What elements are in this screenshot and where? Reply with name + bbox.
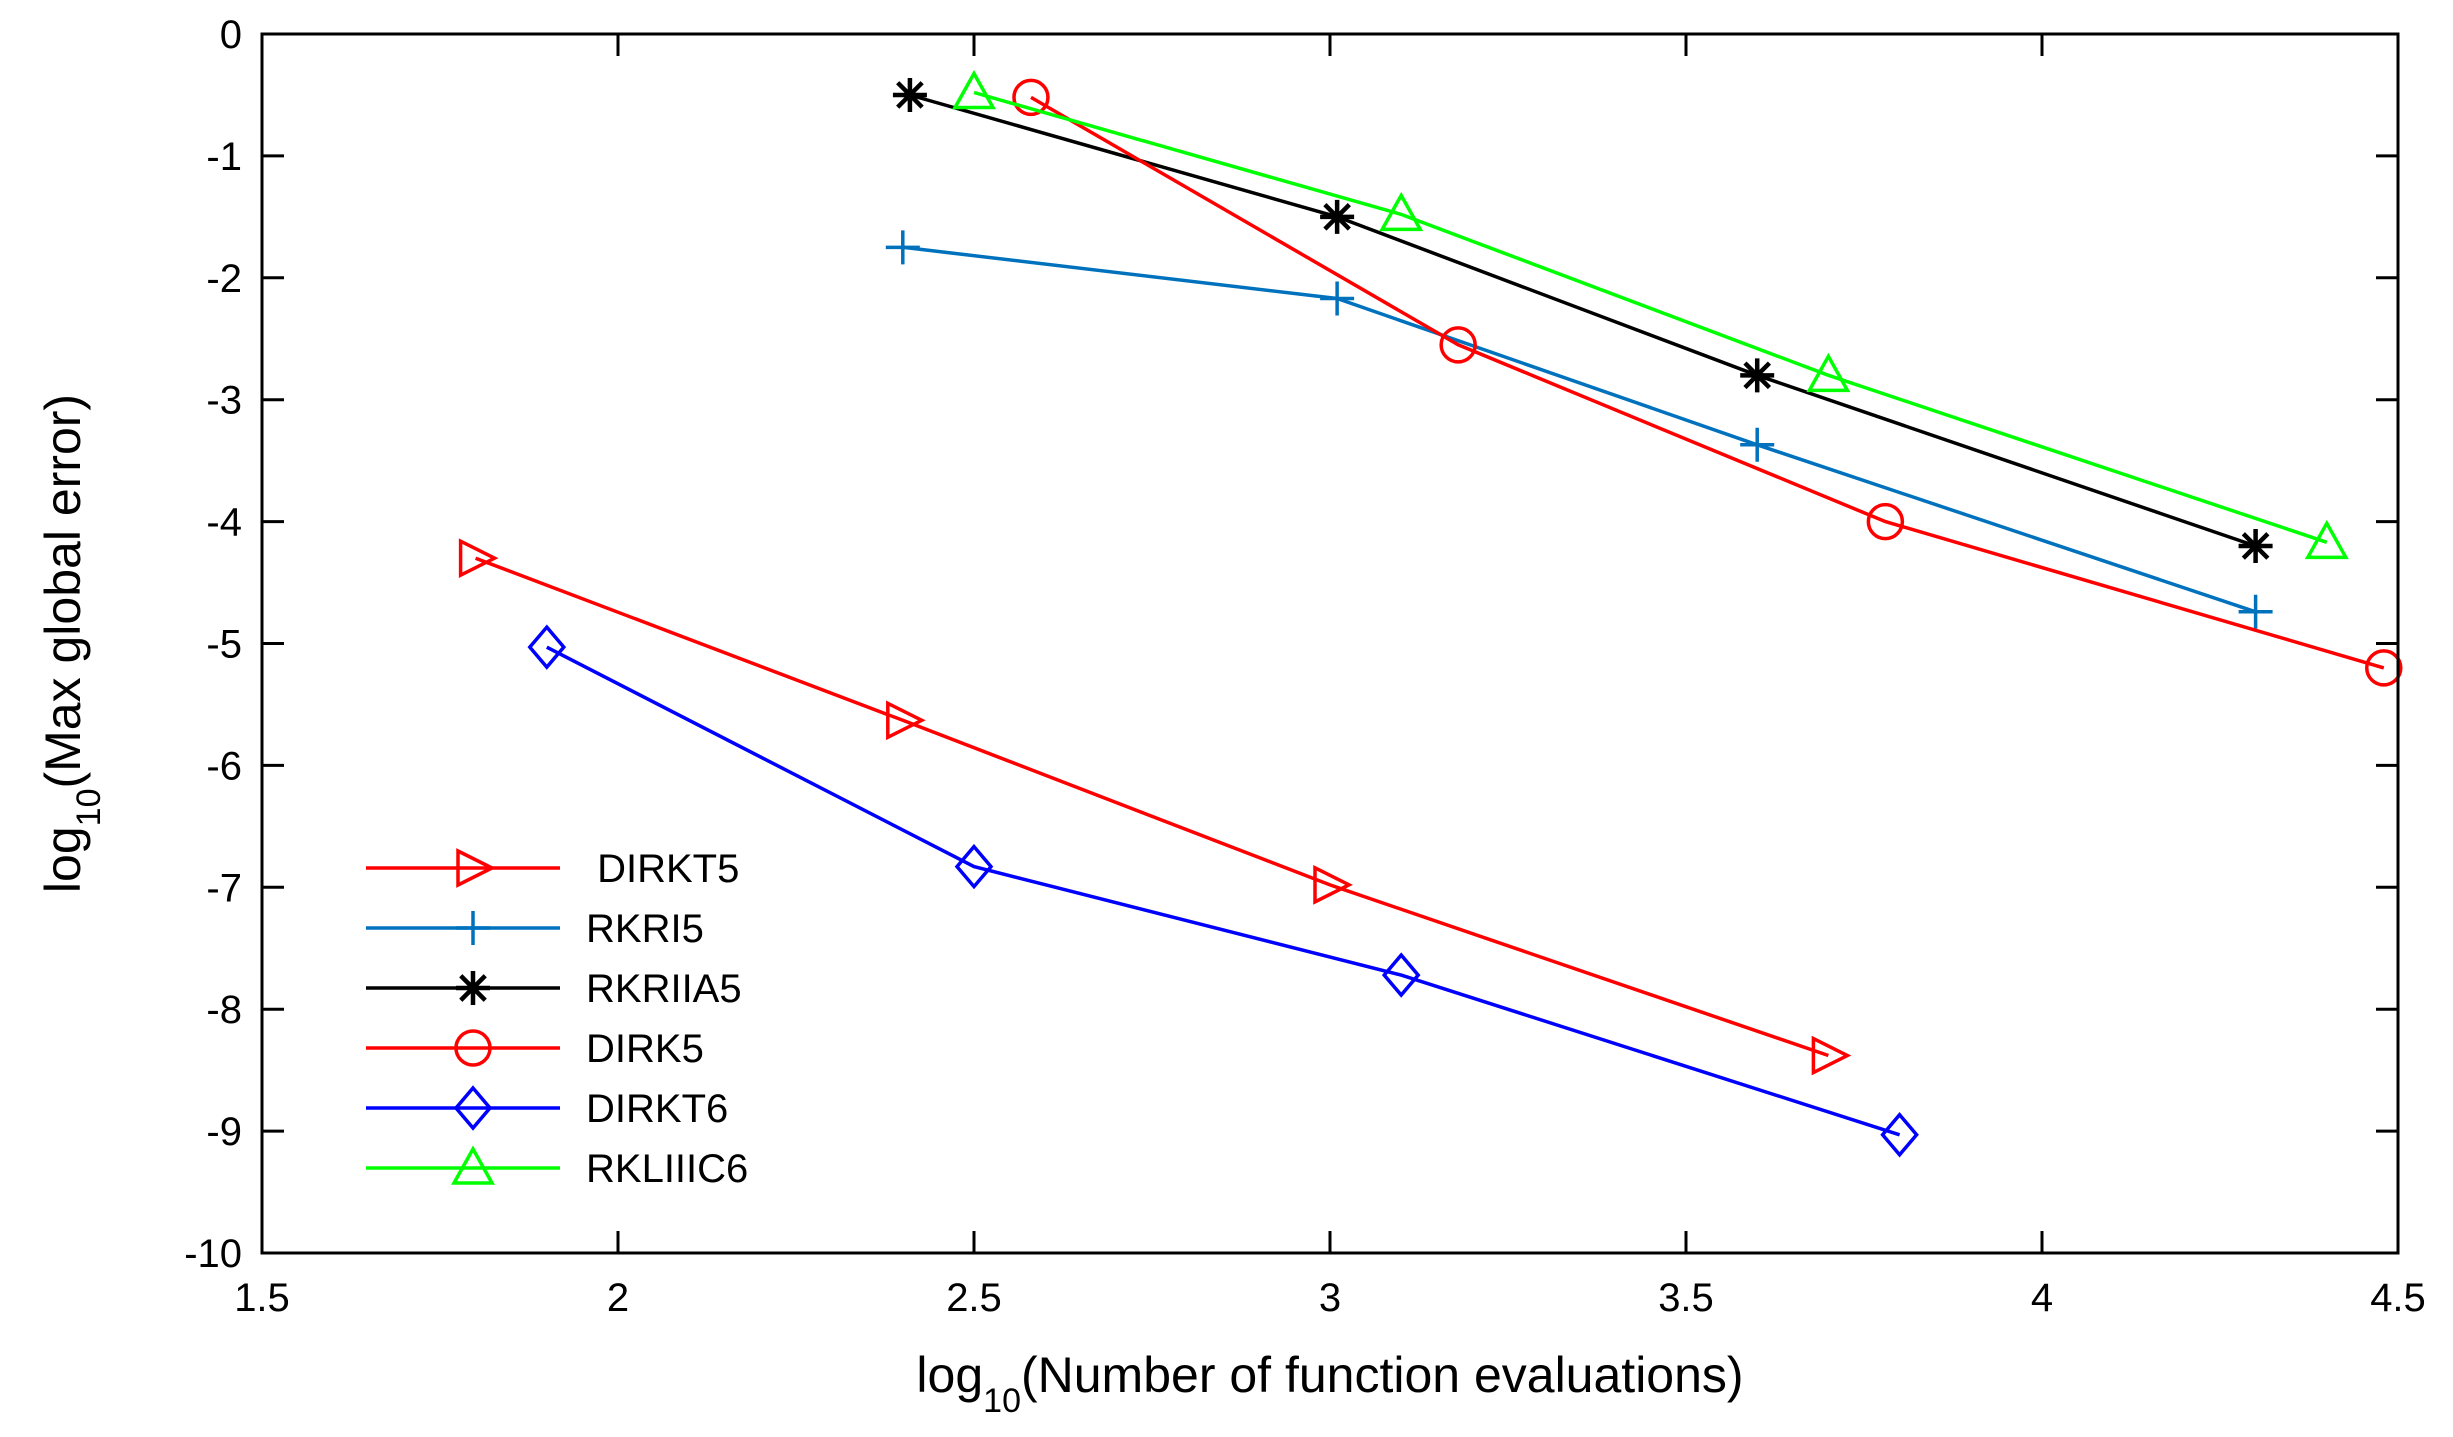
data-point-rkri5 [1740, 427, 1775, 462]
legend-label-dirk5: DIRK5 [586, 1027, 704, 1071]
series-line-dirkt5 [474, 556, 1829, 1058]
legend-item-dirkt6: DIRKT6 [366, 1085, 728, 1131]
legend-item-rkriia5: RKRIIA5 [366, 967, 742, 1011]
y-tick-label: -8 [206, 988, 242, 1032]
x-axis-label: log10(Number of function evaluations) [916, 1347, 1743, 1420]
series-line-rkriia5 [909, 93, 2257, 548]
series-dirkt5 [458, 538, 1852, 1076]
data-point-rkliiic6 [1379, 191, 1424, 232]
data-point-dirk5 [2365, 649, 2403, 687]
y-axis-label: log10(Max global error) [35, 394, 108, 893]
data-point-dirkt5 [1811, 1035, 1852, 1076]
legend-label-dirkt6: DIRKT6 [586, 1087, 728, 1131]
data-point-dirk5 [1439, 326, 1477, 364]
data-point-rkliiic6 [1806, 352, 1851, 393]
legend-item-dirkt5: DIRKT5 [366, 847, 739, 891]
data-point-rkri5 [1320, 281, 1355, 316]
data-point-dirkt6 [1381, 952, 1421, 998]
data-point-dirk5 [1012, 78, 1050, 117]
data-point-dirkt5 [1313, 865, 1353, 905]
legend-marker-rkri5 [456, 911, 490, 945]
series-dirk5 [1012, 78, 2403, 687]
series-line-rkri5 [902, 245, 2257, 614]
data-point-rkriia5 [1740, 358, 1775, 393]
y-axis-label-text: (Max global error) [35, 394, 91, 789]
series-line-dirk5 [1030, 95, 2385, 670]
series-rkriia5 [892, 77, 2273, 563]
y-tick-label: 0 [220, 13, 242, 57]
legend-marker-dirkt6 [453, 1085, 493, 1131]
y-tick-label: -5 [206, 623, 242, 667]
x-axis-label-subscript: 10 [983, 1382, 1021, 1420]
legend-marker-rkliiic6 [451, 1145, 495, 1185]
axes: 1.5 2 2.5 3 3.5 4 4.5 0 -1 -2 -3 -4 -5 -6 -7 -8 -9 -10 [184, 13, 2426, 1320]
data-point-rkriia5 [2238, 528, 2273, 563]
legend-item-rkri5: RKRI5 [366, 907, 704, 951]
data-point-rkliiic6 [952, 69, 996, 110]
legend-item-rkliiic6: RKLIIIC6 [366, 1145, 748, 1191]
data-point-rkriia5 [892, 77, 927, 112]
series-rkri5 [885, 230, 2273, 629]
y-tick-label: -9 [206, 1110, 242, 1154]
series-rkliiic6 [952, 69, 2349, 560]
x-axis-label-log: log [916, 1347, 983, 1403]
plot-area [458, 69, 2403, 1158]
data-point-dirk5 [1866, 502, 1905, 541]
legend-marker-dirk5 [454, 1029, 492, 1067]
legend-marker-dirkt5 [456, 848, 496, 888]
legend-label-rkriia5: RKRIIA5 [586, 967, 742, 1011]
y-tick-label: -6 [206, 744, 242, 788]
data-point-rkri5 [885, 230, 920, 265]
x-tick-label: 4.5 [2370, 1276, 2426, 1320]
x-tick-label: 2.5 [946, 1276, 1002, 1320]
y-tick-label: -1 [206, 135, 242, 179]
y-tick-label: -10 [184, 1232, 242, 1276]
data-point-dirkt5 [458, 538, 499, 579]
legend-label-rkri5: RKRI5 [586, 907, 704, 951]
y-axis-label-subscript: 10 [70, 789, 108, 827]
legend-label-dirkt5: DIRKT5 [586, 847, 739, 891]
data-point-rkliiic6 [2304, 519, 2349, 560]
data-point-dirkt5 [886, 700, 926, 741]
x-tick-label: 4 [2031, 1276, 2053, 1320]
y-tick-label: -7 [206, 866, 242, 910]
data-point-rkriia5 [1320, 199, 1355, 234]
data-point-rkri5 [2238, 594, 2273, 629]
series-line-rkliiic6 [973, 90, 2328, 544]
data-point-dirkt6 [954, 843, 994, 890]
series-line-dirkt6 [546, 645, 1901, 1137]
y-tick-label: -3 [206, 379, 242, 423]
y-tick-label: -4 [206, 501, 242, 545]
y-tick-label: -2 [206, 257, 242, 301]
legend-item-dirk5: DIRK5 [366, 1027, 704, 1071]
x-tick-label: 1.5 [234, 1276, 290, 1320]
y-axis-label-log: log [35, 826, 91, 893]
legend: DIRKT5 RKRI5 RKRIIA5 DIRK5 DIRKT6 RKLIIIC6 [366, 847, 748, 1191]
x-axis-label-text: (Number of function evaluations) [1021, 1347, 1744, 1403]
legend-marker-rkriia5 [456, 971, 490, 1005]
series-dirkt6 [527, 624, 1919, 1158]
x-tick-label: 3.5 [1658, 1276, 1714, 1320]
legend-label-rkliiic6: RKLIIIC6 [586, 1147, 748, 1191]
x-tick-label: 3 [1319, 1276, 1341, 1320]
data-point-dirkt6 [527, 624, 567, 670]
data-point-dirkt6 [1880, 1112, 1919, 1158]
x-tick-label: 2 [607, 1276, 629, 1320]
